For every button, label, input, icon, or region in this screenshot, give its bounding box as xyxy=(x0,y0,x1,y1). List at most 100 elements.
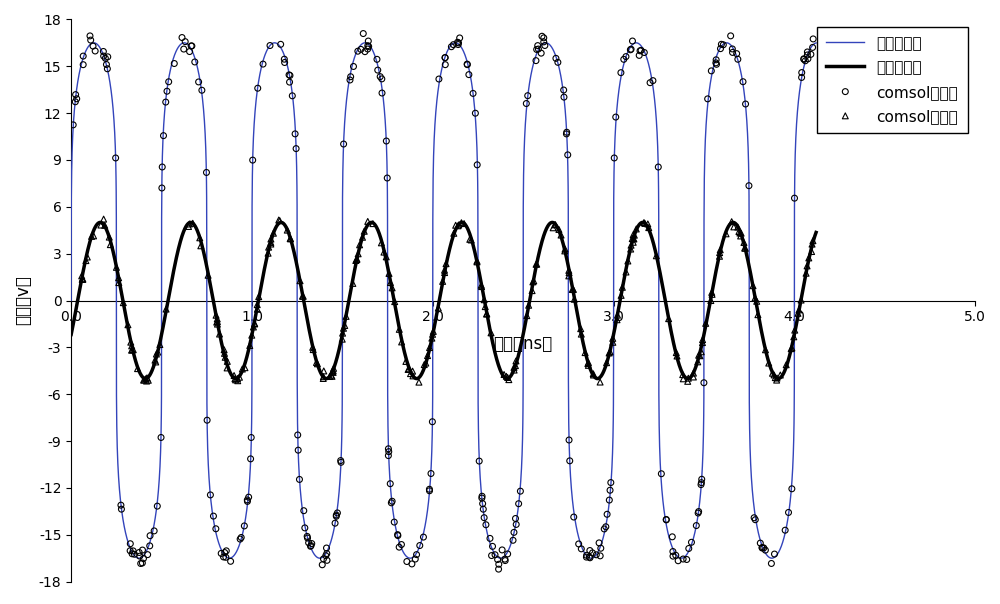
comsol二端口 xyxy=(352,240,368,249)
comsol一端口 xyxy=(494,545,510,554)
comsol二端口 xyxy=(325,366,341,376)
comsol二端口 xyxy=(473,280,489,290)
comsol一端口 xyxy=(796,54,812,63)
comsol一端口 xyxy=(747,515,763,524)
comsol一端口 xyxy=(407,554,423,564)
程序二端口 xyxy=(201,262,213,269)
comsol一端口 xyxy=(475,504,491,514)
comsol一端口 xyxy=(471,456,487,466)
comsol二端口 xyxy=(626,230,642,240)
comsol一端口 xyxy=(665,551,681,561)
comsol一端口 xyxy=(155,131,171,141)
comsol二端口 xyxy=(152,339,168,349)
comsol一端口 xyxy=(291,475,307,484)
comsol一端口 xyxy=(675,554,691,564)
comsol二端口 xyxy=(745,281,761,291)
comsol一端口 xyxy=(290,445,306,455)
comsol一端口 xyxy=(328,510,344,520)
comsol二端口 xyxy=(636,217,652,227)
comsol二端口 xyxy=(801,253,817,263)
comsol一端口 xyxy=(98,60,114,69)
comsol一端口 xyxy=(452,33,468,43)
comsol一端口 xyxy=(205,511,221,521)
comsol一端口 xyxy=(507,513,523,523)
comsol一端口 xyxy=(199,416,215,425)
comsol二端口 xyxy=(609,310,625,320)
comsol一端口 xyxy=(491,564,507,574)
comsol一端口 xyxy=(369,54,385,64)
comsol二端口 xyxy=(263,237,279,247)
comsol二端口 xyxy=(680,373,696,383)
comsol一端口 xyxy=(636,48,652,57)
comsol一端口 xyxy=(198,168,214,178)
comsol二端口 xyxy=(84,231,100,241)
comsol一端口 xyxy=(333,456,349,466)
comsol二端口 xyxy=(349,254,365,264)
comsol一端口 xyxy=(303,541,319,550)
comsol二端口 xyxy=(251,292,267,301)
comsol一端口 xyxy=(459,59,475,69)
comsol二端口 xyxy=(769,375,785,385)
comsol二端口 xyxy=(355,233,371,242)
comsol二端口 xyxy=(737,243,753,253)
comsol二端口 xyxy=(216,345,232,355)
comsol一端口 xyxy=(113,504,129,514)
comsol一端口 xyxy=(239,496,255,506)
comsol二端口 xyxy=(557,246,573,255)
comsol一端口 xyxy=(536,37,552,47)
comsol二端口 xyxy=(786,332,802,342)
comsol二端口 xyxy=(294,291,310,301)
comsol二端口 xyxy=(565,284,581,294)
comsol一端口 xyxy=(236,521,252,531)
comsol一端口 xyxy=(645,76,661,86)
comsol一端口 xyxy=(382,479,398,489)
comsol二端口 xyxy=(675,374,691,384)
comsol二端口 xyxy=(564,284,580,294)
comsol二端口 xyxy=(605,338,621,347)
程序一端口 xyxy=(550,53,562,60)
comsol一端口 xyxy=(528,56,544,65)
comsol二端口 xyxy=(437,265,453,275)
comsol二端口 xyxy=(804,246,820,256)
comsol一端口 xyxy=(708,59,724,69)
comsol一端口 xyxy=(500,549,516,559)
comsol一端口 xyxy=(693,480,709,489)
comsol二端口 xyxy=(322,371,338,381)
comsol一端口 xyxy=(529,45,545,54)
comsol一端口 xyxy=(87,46,103,56)
comsol二端口 xyxy=(283,234,299,243)
comsol一端口 xyxy=(343,72,359,82)
程序二端口 xyxy=(512,353,524,360)
comsol一端口 xyxy=(390,530,406,539)
comsol二端口 xyxy=(338,312,354,321)
comsol二端口 xyxy=(292,276,308,286)
comsol二端口 xyxy=(350,249,366,259)
comsol一端口 xyxy=(319,548,335,558)
comsol一端口 xyxy=(232,535,248,544)
comsol一端口 xyxy=(177,37,193,47)
comsol二端口 xyxy=(618,267,634,277)
comsol一端口 xyxy=(616,54,632,64)
程序一端口 xyxy=(512,504,524,512)
comsol一端口 xyxy=(777,525,793,535)
comsol二端口 xyxy=(791,305,807,315)
comsol一端口 xyxy=(154,162,170,172)
comsol二端口 xyxy=(623,244,639,254)
comsol一端口 xyxy=(713,39,729,49)
comsol二端口 xyxy=(585,369,601,379)
comsol二端口 xyxy=(376,247,392,257)
comsol一端口 xyxy=(756,543,772,553)
comsol一端口 xyxy=(284,91,300,101)
comsol一端口 xyxy=(459,60,475,69)
comsol一端口 xyxy=(217,548,233,557)
comsol一端口 xyxy=(315,554,331,564)
comsol一端口 xyxy=(797,56,813,66)
comsol一端口 xyxy=(166,59,182,68)
comsol二端口 xyxy=(690,357,706,367)
comsol二端口 xyxy=(764,368,780,378)
comsol一端口 xyxy=(633,45,649,55)
comsol一端口 xyxy=(132,551,148,561)
comsol二端口 xyxy=(424,333,440,343)
comsol一端口 xyxy=(380,444,396,454)
程序二端口 xyxy=(350,259,362,266)
